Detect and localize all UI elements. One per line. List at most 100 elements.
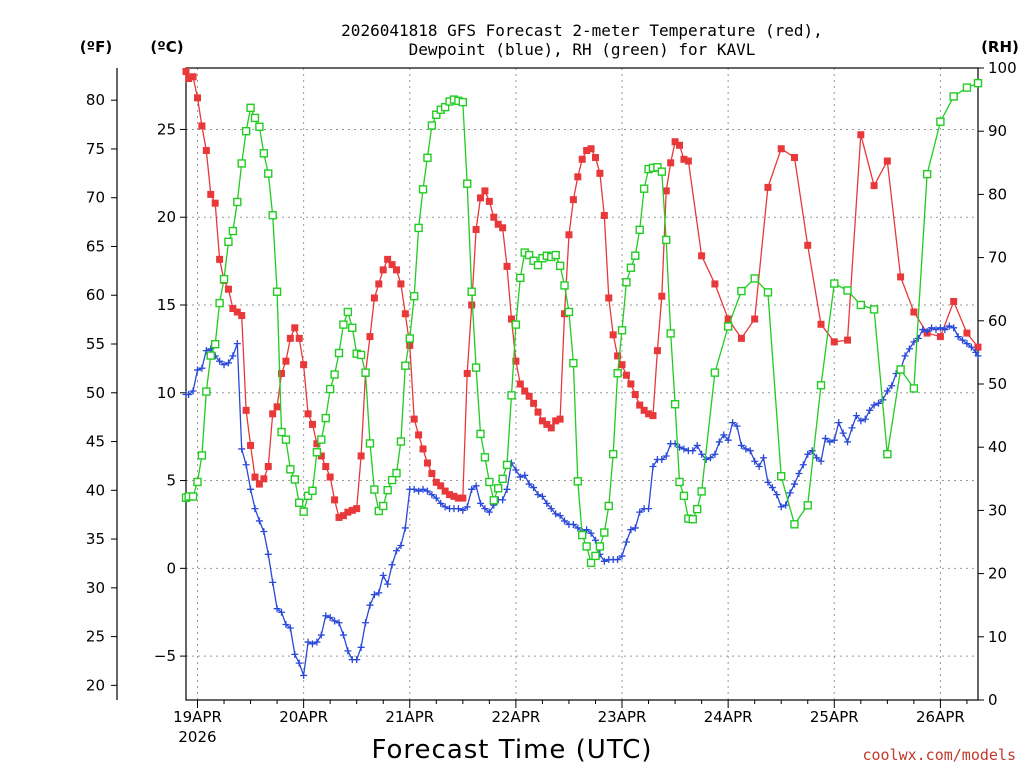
- rh-point: [348, 323, 357, 332]
- temperature-point: [574, 173, 582, 181]
- dewpoint-point: [339, 631, 347, 639]
- temperature-point: [653, 347, 661, 355]
- rh-point: [973, 78, 983, 88]
- dewpoint-point: [561, 517, 569, 525]
- celsius-tick-label: 10: [157, 384, 176, 402]
- dewpoint-point: [919, 326, 927, 334]
- temperature-point: [543, 420, 551, 428]
- temperature-point: [357, 452, 365, 460]
- temperature-point: [370, 294, 378, 302]
- temperature-point: [857, 131, 865, 139]
- dewpoint-point: [799, 461, 807, 469]
- dewpoint-point: [384, 580, 392, 588]
- temperature-point: [295, 334, 303, 342]
- temperature-point: [202, 147, 210, 155]
- rh-point: [922, 169, 932, 179]
- temperature-point: [432, 478, 440, 486]
- temperature-point: [578, 155, 586, 163]
- temperature-point: [830, 338, 838, 346]
- temperature-point: [605, 294, 613, 302]
- rh-tick-label: 80: [988, 185, 1007, 203]
- rh-point: [409, 291, 419, 301]
- rh-point: [555, 261, 565, 271]
- rh-point: [268, 211, 277, 220]
- rh-point: [679, 491, 689, 501]
- celsius-tick-label: 25: [157, 120, 176, 138]
- dewpoint-point: [525, 480, 533, 488]
- rh-point: [675, 477, 684, 487]
- dewpoint-point: [662, 452, 670, 460]
- dewpoint-point: [649, 463, 657, 471]
- temperature-point: [684, 157, 692, 165]
- dewpoint-point: [286, 624, 294, 632]
- temperature-point: [737, 334, 745, 342]
- rh-point: [723, 322, 733, 331]
- dewpoint-point: [729, 419, 737, 427]
- rh-point: [321, 413, 330, 423]
- celsius-tick-label: 5: [166, 472, 176, 490]
- temperature-point: [278, 369, 286, 377]
- dewpoint-point: [530, 484, 538, 492]
- temperature-point: [366, 333, 374, 341]
- fahrenheit-tick-label: 25: [86, 628, 105, 646]
- rh-unit-label: (RH): [981, 38, 1019, 56]
- temperature-point: [185, 75, 193, 83]
- dewpoint-point: [974, 352, 982, 360]
- dewpoint-point: [313, 638, 321, 646]
- celsius-tick-label: −5: [154, 647, 176, 665]
- fahrenheit-tick-label: 40: [86, 481, 105, 499]
- dewpoint-point: [216, 357, 224, 365]
- dewpoint-point: [468, 485, 476, 493]
- rh-point: [524, 250, 534, 260]
- temperature-point: [512, 357, 520, 365]
- rh-point: [564, 307, 574, 317]
- rh-point: [219, 274, 229, 284]
- dewpoint-point: [410, 485, 418, 493]
- temperature-point: [711, 280, 719, 288]
- rh-point: [233, 197, 242, 207]
- fahrenheit-tick-label: 70: [86, 189, 105, 207]
- dewpoint-point: [861, 415, 869, 423]
- rh-point: [790, 520, 799, 529]
- temperature-point: [751, 315, 759, 323]
- dewpoint-point: [322, 612, 330, 620]
- temperature-point: [587, 145, 595, 153]
- dewpoint-point: [220, 361, 228, 369]
- chart-title-line-1: 2026041818 GFS Forecast 2-meter Temperat…: [341, 21, 823, 40]
- dewpoint-point: [905, 345, 913, 353]
- rh-point: [379, 501, 388, 511]
- rh-point: [356, 350, 366, 360]
- temperature-point: [680, 155, 688, 163]
- dewpoint-point: [326, 613, 334, 621]
- dewpoint-point: [852, 412, 860, 420]
- rh-point: [697, 487, 706, 496]
- rh-point: [440, 102, 450, 112]
- dewpoint-point: [331, 617, 339, 625]
- dewpoint-point: [813, 454, 821, 462]
- dewpoint-point: [423, 487, 431, 495]
- rh-point: [259, 149, 269, 158]
- dewpoint-point: [401, 524, 409, 532]
- dewpoint-point: [817, 457, 825, 465]
- rh-point: [485, 477, 494, 487]
- temperature-point: [609, 331, 617, 339]
- rh-point: [343, 307, 353, 317]
- rh-point: [502, 460, 512, 470]
- dewpoint-point: [591, 536, 599, 544]
- dewpoint-point: [914, 334, 922, 342]
- temperature-point: [273, 403, 281, 411]
- temperature-point: [348, 506, 356, 514]
- rh-point: [197, 451, 207, 460]
- time-tick-label: 24APR: [704, 708, 753, 726]
- fahrenheit-axis: 20 25 30 35 40 45 50 55 60 65 70 75 80: [86, 91, 117, 694]
- rh-axis: 0 10 20 30 40 50 60 70 80 90 100: [978, 59, 1017, 709]
- temperature-point: [503, 262, 511, 270]
- temperature-point: [622, 371, 630, 379]
- dewpoint-point: [375, 589, 383, 597]
- dewpoint-point: [485, 508, 493, 516]
- rh-point: [670, 400, 680, 409]
- rh-point: [215, 298, 224, 308]
- celsius-unit-label: (ºC): [150, 38, 183, 56]
- rh-point: [896, 365, 905, 374]
- temperature-point: [379, 266, 387, 274]
